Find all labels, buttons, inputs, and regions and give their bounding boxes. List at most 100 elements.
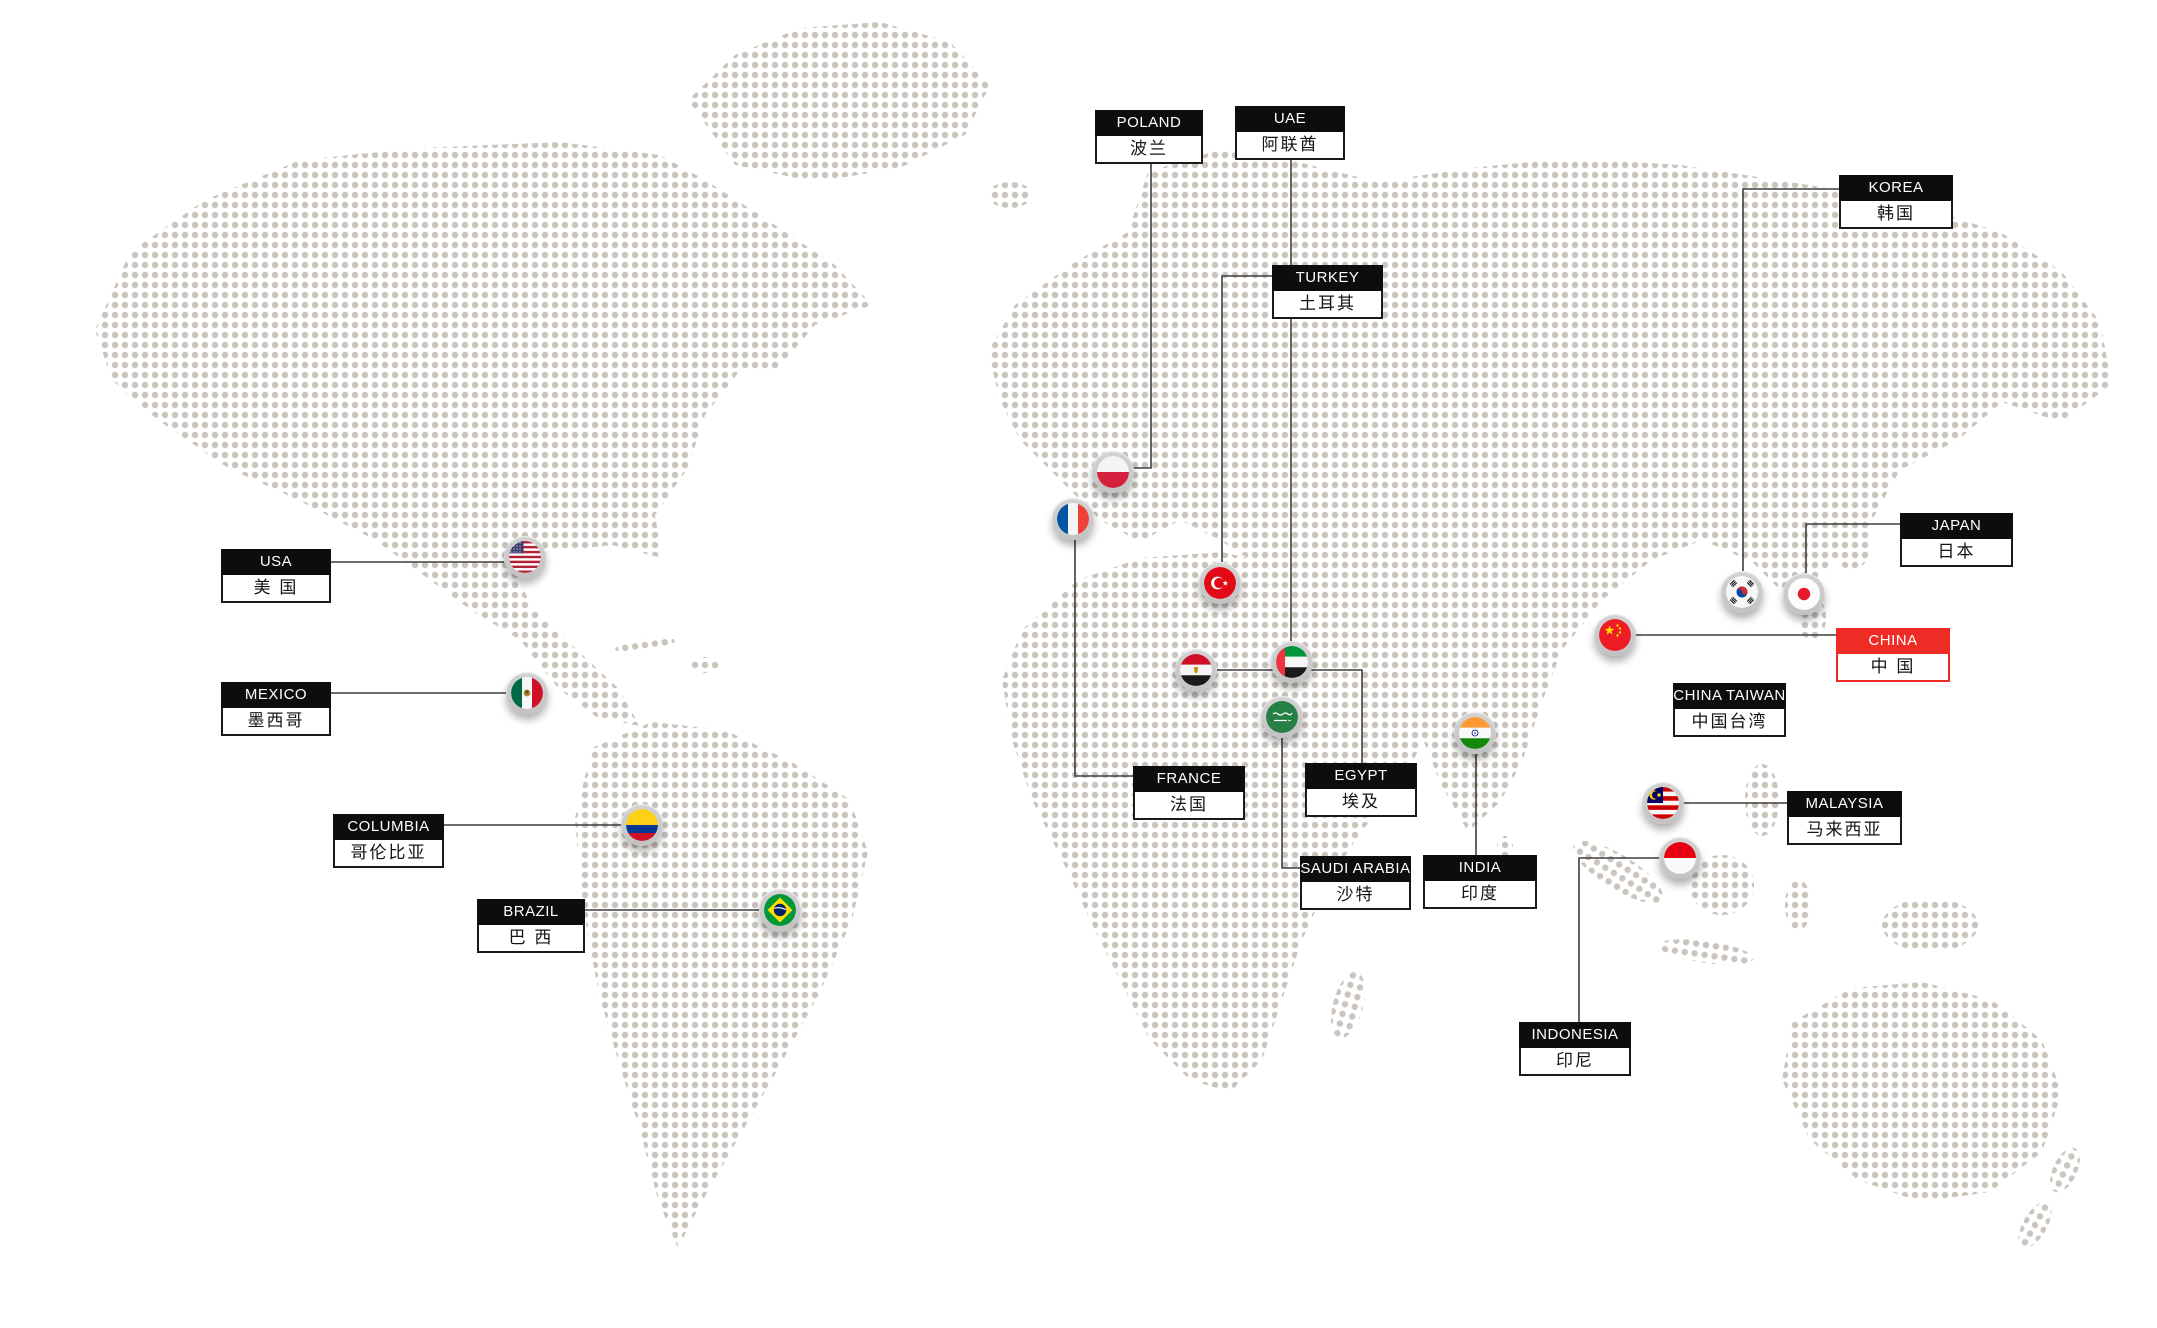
country-name-en: KOREA <box>1839 175 1953 201</box>
flag-marker-egypt[interactable] <box>1175 649 1217 691</box>
country-name-en: POLAND <box>1095 110 1203 136</box>
country-label-india[interactable]: INDIA 印度 <box>1423 855 1537 909</box>
island-hispaniola <box>691 657 719 673</box>
continent-north-america <box>95 142 872 726</box>
continent-australia <box>1782 982 2062 1202</box>
country-name-en: COLUMBIA <box>333 814 444 840</box>
connector-line-saudi-arabia <box>1281 738 1300 869</box>
flag-marker-columbia[interactable] <box>621 804 663 846</box>
island-new-guinea <box>1882 898 1978 952</box>
flag-marker-uae[interactable] <box>1271 641 1313 683</box>
connector-line-egypt <box>1217 669 1363 763</box>
cn-flag-icon <box>1599 619 1631 651</box>
country-label-usa[interactable]: USA 美 国 <box>221 549 331 603</box>
country-label-egypt[interactable]: EGYPT 埃及 <box>1305 763 1417 817</box>
flag-marker-france[interactable] <box>1052 498 1094 540</box>
country-label-turkey[interactable]: TURKEY 土耳其 <box>1272 265 1383 319</box>
country-name-en: SAUDI ARABIA <box>1300 856 1411 882</box>
country-label-indonesia[interactable]: INDONESIA 印尼 <box>1519 1022 1631 1076</box>
flag-marker-poland[interactable] <box>1092 451 1134 493</box>
country-name-zh: 波兰 <box>1095 136 1203 164</box>
country-name-en: TURKEY <box>1272 265 1383 291</box>
flag-marker-china[interactable] <box>1594 614 1636 656</box>
country-name-zh: 墨西哥 <box>221 708 331 736</box>
flag-marker-usa[interactable] <box>504 536 546 578</box>
island-java <box>1658 939 1754 965</box>
country-name-en: CHINA <box>1836 628 1950 654</box>
continent-south-america <box>575 722 868 1248</box>
country-label-china[interactable]: CHINA 中 国 <box>1836 628 1950 682</box>
connector-lines-layer <box>331 160 1900 1022</box>
my-flag-icon <box>1647 787 1679 819</box>
country-label-brazil[interactable]: BRAZIL 巴 西 <box>477 899 585 953</box>
country-name-zh: 法国 <box>1133 792 1245 820</box>
connector-line-indonesia <box>1578 857 1659 1022</box>
country-name-zh: 韩国 <box>1839 201 1953 229</box>
country-label-poland[interactable]: POLAND 波兰 <box>1095 110 1203 164</box>
country-name-zh: 巴 西 <box>477 925 585 953</box>
country-name-en: INDIA <box>1423 855 1537 881</box>
flag-marker-india[interactable] <box>1454 712 1496 754</box>
country-name-zh: 埃及 <box>1305 789 1417 817</box>
flag-marker-saudi-arabia[interactable] <box>1261 696 1303 738</box>
flag-marker-korea[interactable] <box>1721 571 1763 613</box>
island-cuba <box>615 636 675 654</box>
country-name-en: BRAZIL <box>477 899 585 925</box>
continent-eurasia <box>988 150 2112 832</box>
pl-flag-icon <box>1097 456 1129 488</box>
island-sri-lanka <box>1497 836 1513 860</box>
connector-line-poland <box>1134 162 1152 469</box>
connector-line-korea <box>1742 188 1839 571</box>
country-label-saudi-arabia[interactable]: SAUDI ARABIA 沙特 <box>1300 856 1411 910</box>
country-name-zh: 中国台湾 <box>1673 709 1786 737</box>
country-name-en: INDONESIA <box>1519 1022 1631 1048</box>
sa-flag-icon <box>1266 701 1298 733</box>
jp-flag-icon <box>1788 578 1820 610</box>
co-flag-icon <box>626 809 658 841</box>
country-name-zh: 中 国 <box>1836 654 1950 682</box>
country-name-zh: 印度 <box>1423 881 1537 909</box>
country-name-zh: 马来西亚 <box>1787 817 1902 845</box>
country-label-mexico[interactable]: MEXICO 墨西哥 <box>221 682 331 736</box>
country-name-en: MALAYSIA <box>1787 791 1902 817</box>
connector-line-japan <box>1805 523 1900 573</box>
continents-dot-layer <box>95 22 2112 1249</box>
flag-marker-mexico[interactable] <box>506 672 548 714</box>
country-name-en: EGYPT <box>1305 763 1417 789</box>
country-name-en: UAE <box>1235 106 1345 132</box>
island-borneo <box>1690 855 1754 915</box>
flag-marker-indonesia[interactable] <box>1659 837 1701 879</box>
country-name-en: MEXICO <box>221 682 331 708</box>
country-label-malaysia[interactable]: MALAYSIA 马来西亚 <box>1787 791 1902 845</box>
island-new-zealand-south <box>2018 1201 2052 1249</box>
flag-marker-brazil[interactable] <box>759 889 801 931</box>
eg-flag-icon <box>1180 654 1212 686</box>
id-flag-icon <box>1664 842 1696 874</box>
in-flag-icon <box>1459 717 1491 749</box>
island-new-zealand-north <box>2050 1147 2080 1193</box>
flag-marker-malaysia[interactable] <box>1642 782 1684 824</box>
continent-africa <box>1002 552 1422 1092</box>
country-label-china-taiwan[interactable]: CHINA TAIWAN 中国台湾 <box>1673 683 1786 737</box>
flag-marker-turkey[interactable] <box>1199 562 1241 604</box>
country-name-zh: 日本 <box>1900 539 2013 567</box>
country-label-japan[interactable]: JAPAN 日本 <box>1900 513 2013 567</box>
connector-line-france <box>1074 540 1133 777</box>
island-uk <box>1026 290 1078 370</box>
country-label-uae[interactable]: UAE 阿联酋 <box>1235 106 1345 160</box>
flag-marker-japan[interactable] <box>1783 573 1825 615</box>
country-label-korea[interactable]: KOREA 韩国 <box>1839 175 1953 229</box>
country-name-zh: 沙特 <box>1300 882 1411 910</box>
country-label-columbia[interactable]: COLUMBIA 哥伦比亚 <box>333 814 444 868</box>
country-name-en: CHINA TAIWAN <box>1673 683 1786 709</box>
us-flag-icon <box>509 541 541 573</box>
country-label-france[interactable]: FRANCE 法国 <box>1133 766 1245 820</box>
country-name-en: FRANCE <box>1133 766 1245 792</box>
fr-flag-icon <box>1057 503 1089 535</box>
island-sulawesi <box>1785 879 1811 931</box>
island-japan-north <box>1832 510 1872 570</box>
